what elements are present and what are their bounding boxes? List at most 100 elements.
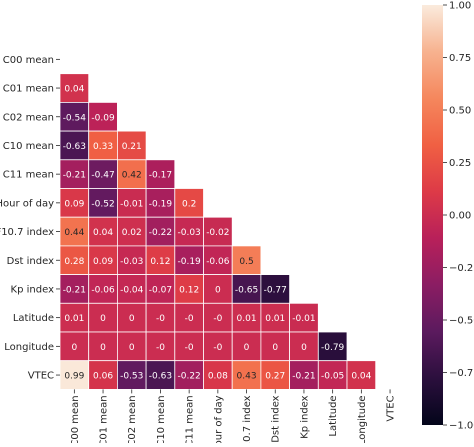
heatmap-cell-r10-c2 bbox=[117, 331, 147, 362]
colorbar: 1.00 0.75 0.50 0.25 0.00 −0.25 −0.50 −0.75 −1.00 bbox=[422, 1, 474, 432]
cell-value-label: 0 bbox=[244, 343, 250, 353]
heatmap-cell-r10-c1 bbox=[88, 331, 118, 362]
cell-value-label: 0 bbox=[100, 314, 106, 324]
heatmap-cell-r2-c0 bbox=[59, 102, 90, 132]
cell-value-label: -0.77 bbox=[264, 285, 287, 295]
heatmap-cell-r6-c3 bbox=[145, 216, 176, 247]
cell-value-label: 0.28 bbox=[64, 257, 84, 267]
cell-value-label: -0 bbox=[185, 343, 194, 353]
cell-value-label: 0.04 bbox=[93, 228, 113, 238]
row-label-c10-mean: C10 mean bbox=[3, 141, 54, 152]
cell-value-label: -0.52 bbox=[91, 199, 114, 209]
heatmap-cell-r6-c1 bbox=[88, 216, 118, 247]
cell-value-label: 0 bbox=[129, 314, 135, 324]
column-label-c10-mean: C10 mean bbox=[156, 395, 167, 443]
cell-value-label: -0.21 bbox=[63, 285, 86, 295]
heatmap-cell-r4-c3 bbox=[145, 159, 176, 189]
colorbar-tick-label: −0.50 bbox=[449, 316, 474, 327]
column-label-latitude: Latitude bbox=[328, 395, 339, 436]
heatmap-cell-r7-c5 bbox=[203, 245, 233, 275]
column-label-f10-7-index: F10.7 index bbox=[242, 395, 253, 443]
cell-value-label: -0.01 bbox=[120, 199, 143, 209]
cell-value-label: -0.21 bbox=[292, 372, 315, 382]
cell-value-label: 0 bbox=[301, 343, 307, 353]
colorbar-tick-label: 0.25 bbox=[449, 158, 471, 169]
cell-value-label: 0.12 bbox=[179, 285, 199, 295]
heatmap-cell-r11-c0 bbox=[59, 360, 90, 390]
cell-value-label: 0 bbox=[71, 343, 77, 353]
cell-value-label: -0 bbox=[213, 314, 222, 324]
heatmap-cell-r4-c1 bbox=[88, 159, 118, 189]
heatmap-cell-r10-c7 bbox=[260, 331, 290, 362]
cell-value-label: -0.06 bbox=[91, 285, 115, 295]
row-label-c11-mean: C11 mean bbox=[3, 170, 54, 181]
cell-value-label: 0.06 bbox=[93, 372, 113, 382]
cell-value-label: -0.19 bbox=[149, 199, 173, 209]
cell-value-label: -0.17 bbox=[149, 171, 172, 181]
column-label-hour-of-day: Hour of day bbox=[213, 395, 224, 443]
cell-value-label: 0 bbox=[100, 343, 106, 353]
column-label-vtec: VTEC bbox=[386, 395, 397, 421]
cell-value-label: 0.01 bbox=[64, 314, 84, 324]
heatmap-cell-r3-c2 bbox=[117, 130, 147, 161]
cell-value-label: -0.63 bbox=[149, 372, 172, 382]
colorbar-tick-label: −0.25 bbox=[449, 263, 474, 274]
heatmap-cell-r7-c1 bbox=[88, 245, 118, 275]
heatmap-cell-r5-c1 bbox=[88, 188, 118, 218]
cell-value-label: -0.65 bbox=[235, 285, 258, 295]
heatmap-cell-r8-c7 bbox=[260, 274, 290, 304]
cell-value-label: -0.21 bbox=[63, 171, 86, 181]
row-label-c02-mean: C02 mean bbox=[3, 112, 54, 123]
row-label-vtec: VTEC bbox=[28, 371, 54, 382]
cell-value-label: -0.47 bbox=[91, 171, 114, 181]
cell-value-label: -0 bbox=[185, 314, 194, 324]
cell-value-label: 0.2 bbox=[182, 199, 196, 209]
cell-value-label: 0.5 bbox=[239, 257, 253, 267]
cell-value-label: -0.63 bbox=[63, 142, 86, 152]
heatmap-cell-r11-c5 bbox=[203, 360, 233, 390]
cell-value-label: 0.08 bbox=[208, 372, 228, 382]
column-label-c00-mean: C00 mean bbox=[70, 395, 81, 443]
cell-value-label: 0.21 bbox=[122, 142, 142, 152]
heatmap-cell-r10-c3 bbox=[145, 331, 176, 362]
heatmap-cell-r8-c2 bbox=[117, 274, 147, 304]
cell-value-label: -0.54 bbox=[63, 113, 87, 123]
cell-value-label: 0 bbox=[272, 343, 278, 353]
cell-value-label: 0 bbox=[215, 285, 221, 295]
heatmap-cell-r7-c6 bbox=[231, 245, 262, 275]
heatmap-cells bbox=[59, 73, 377, 390]
heatmap-cell-r5-c3 bbox=[145, 188, 176, 218]
cell-value-label: 0.42 bbox=[122, 171, 142, 181]
column-label-c11-mean: C11 mean bbox=[185, 395, 196, 443]
colorbar-tick-label: 0.50 bbox=[449, 106, 471, 117]
row-label-kp-index: Kp index bbox=[11, 284, 55, 295]
heatmap-cell-r7-c0 bbox=[59, 245, 90, 275]
column-tick-labels: C00 mean C01 mean C02 mean C10 mean C11 mean… bbox=[70, 389, 397, 447]
cell-value-label: 0.02 bbox=[122, 228, 142, 238]
column-label-longitude: Longitude bbox=[357, 395, 368, 443]
cell-value-label: -0.01 bbox=[292, 314, 315, 324]
cell-value-label: -0.03 bbox=[178, 228, 201, 238]
cell-value-label: 0 bbox=[129, 343, 135, 353]
column-label-kp-index: Kp index bbox=[299, 395, 310, 439]
cell-value-label: -0.09 bbox=[91, 113, 115, 123]
heatmap-cell-r11-c10 bbox=[346, 360, 377, 390]
heatmap-cell-r10-c5 bbox=[203, 331, 233, 362]
cell-value-label: 0.04 bbox=[351, 372, 371, 382]
cell-value-label: -0.05 bbox=[321, 372, 344, 382]
cell-value-label: 0.44 bbox=[64, 228, 84, 238]
cell-value-label: -0.02 bbox=[206, 228, 229, 238]
row-label-longitude: Longitude bbox=[4, 342, 54, 353]
heatmap-cell-r9-c5 bbox=[203, 302, 233, 333]
colorbar-gradient bbox=[422, 5, 443, 425]
cell-value-label: 0.01 bbox=[265, 314, 285, 324]
column-label-dst-index: Dst index bbox=[271, 395, 282, 442]
heatmap-cell-r6-c4 bbox=[174, 216, 204, 247]
heatmap-cell-r11-c3 bbox=[145, 360, 176, 390]
row-label-c00-mean: C00 mean bbox=[3, 55, 54, 66]
cell-value-label: 0.09 bbox=[64, 199, 84, 209]
cell-value-label: -0.22 bbox=[149, 228, 172, 238]
heatmap-cell-r10-c8 bbox=[289, 331, 319, 362]
